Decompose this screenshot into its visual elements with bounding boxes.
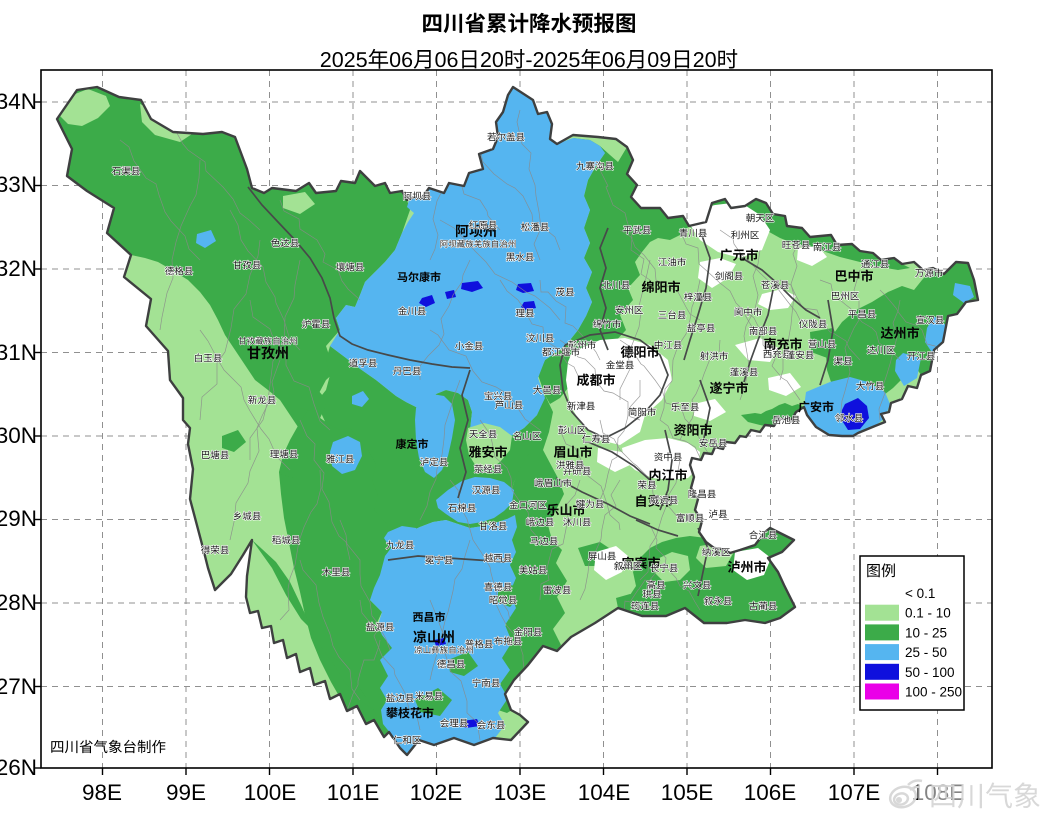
svg-text:< 0.1: < 0.1 — [905, 586, 935, 601]
svg-text:28N: 28N — [0, 590, 37, 615]
svg-text:105E: 105E — [661, 780, 714, 805]
svg-text:100E: 100E — [244, 780, 297, 805]
svg-text:101E: 101E — [327, 780, 380, 805]
svg-text:26N: 26N — [0, 755, 37, 780]
svg-text:100 - 250: 100 - 250 — [905, 685, 962, 700]
svg-text:103E: 103E — [494, 780, 547, 805]
svg-text:31N: 31N — [0, 340, 37, 365]
svg-text:102E: 102E — [410, 780, 463, 805]
svg-text:30N: 30N — [0, 423, 37, 448]
svg-text:0.1 - 10: 0.1 - 10 — [905, 606, 951, 621]
svg-text:104E: 104E — [578, 780, 631, 805]
svg-text:34N: 34N — [0, 89, 37, 114]
svg-text:25 - 50: 25 - 50 — [905, 645, 947, 660]
svg-text:33N: 33N — [0, 172, 37, 197]
svg-text:50 - 100: 50 - 100 — [905, 665, 955, 680]
svg-text:107E: 107E — [828, 780, 881, 805]
svg-text:10 - 25: 10 - 25 — [905, 625, 947, 640]
svg-text:106E: 106E — [744, 780, 797, 805]
svg-text:29N: 29N — [0, 506, 37, 531]
svg-text:32N: 32N — [0, 256, 37, 281]
svg-text:99E: 99E — [166, 780, 206, 805]
svg-text:27N: 27N — [0, 674, 37, 699]
svg-text:98E: 98E — [82, 780, 122, 805]
